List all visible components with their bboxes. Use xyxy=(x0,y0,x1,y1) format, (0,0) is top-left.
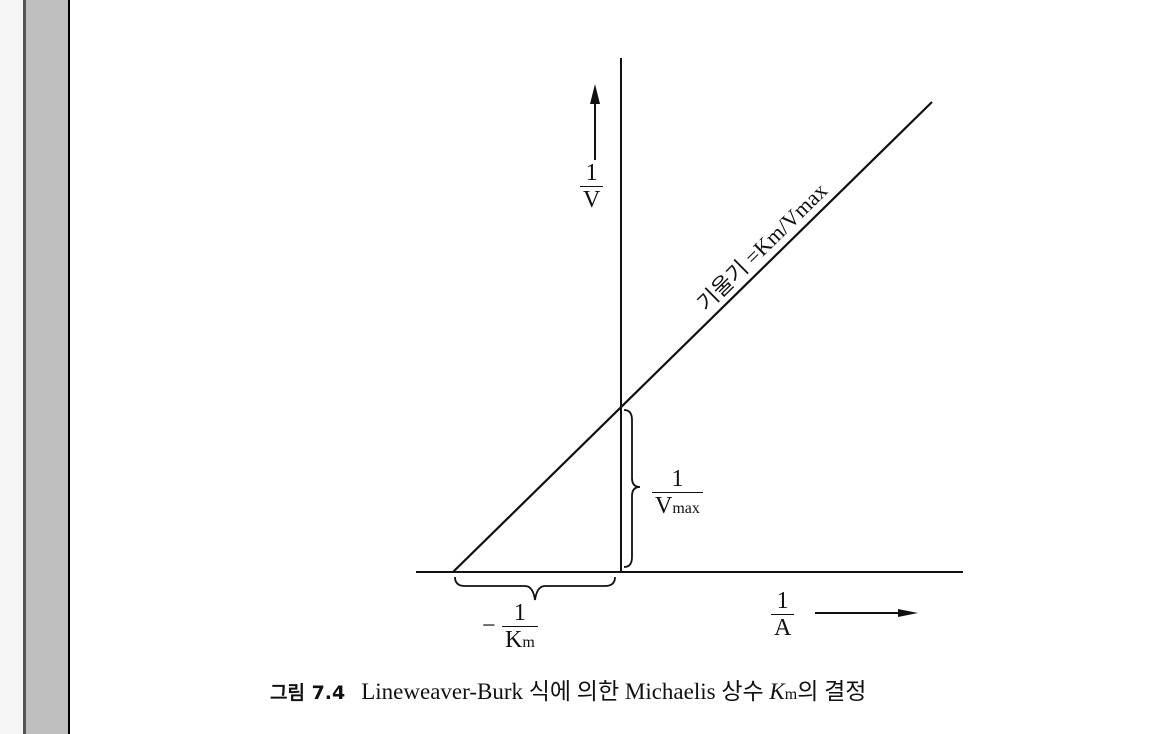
caption-text: Lineweaver-Burk 식에 의한 Michaelis 상수 xyxy=(361,679,770,704)
y-intercept-label: 1 Vmax xyxy=(652,466,703,522)
caption-symbol: K xyxy=(769,679,785,704)
vmax-denominator: Vmax xyxy=(652,492,703,522)
y-axis-label: 1 V xyxy=(580,160,604,213)
x-label-denominator: A xyxy=(771,614,795,641)
caption-subscript: m xyxy=(784,686,798,703)
figure-number: 그림 7.4 xyxy=(270,682,346,704)
vmax-symbol: V xyxy=(655,493,673,519)
x-arrow-icon xyxy=(815,609,918,617)
viewer-background xyxy=(0,0,23,734)
caption-suffix: 의 결정 xyxy=(797,679,867,704)
side-panel xyxy=(26,0,70,734)
y-label-denominator: V xyxy=(580,186,604,213)
y-arrow-icon xyxy=(590,84,600,160)
vmax-subscript: max xyxy=(672,500,700,517)
x-axis-label: 1 A xyxy=(771,588,795,641)
x-label-numerator: 1 xyxy=(776,588,789,614)
km-numerator: 1 xyxy=(513,600,526,626)
y-label-numerator: 1 xyxy=(585,160,598,186)
km-subscript: m xyxy=(522,634,535,651)
x-intercept-brace xyxy=(454,576,616,601)
figure-caption: 그림 7.4 Lineweaver-Burk 식에 의한 Michaelis 상수… xyxy=(270,672,866,706)
viewer-edge xyxy=(23,0,26,734)
y-intercept-brace xyxy=(623,409,641,568)
minus-sign: − xyxy=(482,613,496,639)
regression-line xyxy=(452,101,933,573)
vmax-numerator: 1 xyxy=(671,466,684,492)
km-symbol: K xyxy=(505,627,523,653)
km-denominator: Km xyxy=(502,626,538,656)
